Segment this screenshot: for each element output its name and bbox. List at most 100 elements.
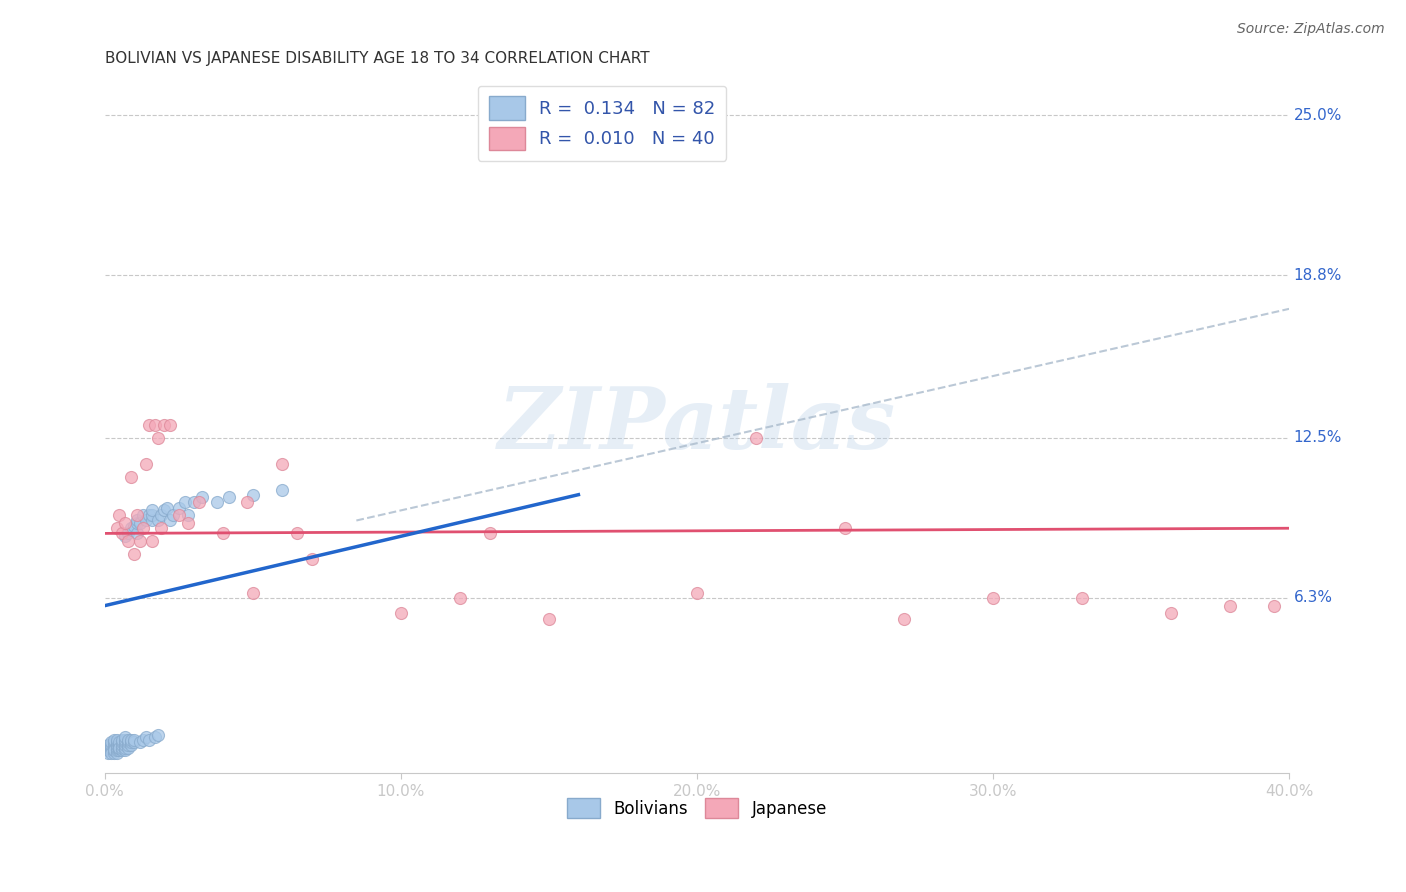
Point xyxy=(114,740,136,755)
Point xyxy=(124,547,146,561)
Point xyxy=(301,552,323,566)
Point xyxy=(271,457,294,471)
Point xyxy=(159,417,181,432)
Legend: Bolivians, Japanese: Bolivians, Japanese xyxy=(560,792,834,824)
Point xyxy=(114,735,136,749)
Point xyxy=(114,529,136,543)
Point xyxy=(143,731,166,745)
Point xyxy=(108,740,131,755)
Point xyxy=(127,526,149,541)
Point xyxy=(120,469,142,483)
Point xyxy=(141,503,163,517)
Point xyxy=(138,732,160,747)
Point xyxy=(191,490,214,504)
Point xyxy=(97,746,120,760)
Point xyxy=(389,607,412,621)
Point xyxy=(149,521,172,535)
Point xyxy=(135,731,157,745)
Point xyxy=(117,735,139,749)
Point xyxy=(114,732,136,747)
Point xyxy=(100,740,122,755)
Point xyxy=(103,732,125,747)
Point xyxy=(129,534,152,549)
Point xyxy=(146,514,169,528)
Point xyxy=(108,508,131,523)
Point xyxy=(103,738,125,752)
Point xyxy=(141,534,163,549)
Point xyxy=(114,738,136,752)
Point xyxy=(105,740,128,755)
Point xyxy=(138,508,160,523)
Point xyxy=(1160,607,1182,621)
Point xyxy=(100,746,122,760)
Point xyxy=(132,732,155,747)
Point xyxy=(124,732,146,747)
Point xyxy=(1263,599,1285,613)
Point xyxy=(162,508,184,523)
Point xyxy=(100,738,122,752)
Point xyxy=(108,740,131,755)
Point xyxy=(135,457,157,471)
Point xyxy=(114,516,136,530)
Point xyxy=(108,735,131,749)
Point xyxy=(236,495,259,509)
Point xyxy=(117,740,139,755)
Point xyxy=(242,488,264,502)
Point xyxy=(117,738,139,752)
Point xyxy=(103,735,125,749)
Text: 18.8%: 18.8% xyxy=(1294,268,1343,283)
Point xyxy=(114,731,136,745)
Point xyxy=(100,735,122,749)
Point xyxy=(146,431,169,445)
Point xyxy=(141,508,163,523)
Point xyxy=(146,728,169,742)
Point xyxy=(271,483,294,497)
Point xyxy=(97,738,120,752)
Point xyxy=(141,514,163,528)
Point xyxy=(120,738,142,752)
Point xyxy=(103,746,125,760)
Point xyxy=(176,516,198,530)
Text: 6.3%: 6.3% xyxy=(1294,591,1333,606)
Point xyxy=(138,417,160,432)
Point xyxy=(537,611,560,625)
Point xyxy=(188,495,211,509)
Point xyxy=(103,740,125,755)
Point xyxy=(105,735,128,749)
Point xyxy=(103,743,125,757)
Point xyxy=(117,732,139,747)
Text: ZIPatlas: ZIPatlas xyxy=(498,384,896,467)
Point xyxy=(834,521,856,535)
Point xyxy=(1219,599,1241,613)
Point xyxy=(105,746,128,760)
Point xyxy=(183,495,205,509)
Point xyxy=(127,514,149,528)
Point xyxy=(111,735,134,749)
Text: Source: ZipAtlas.com: Source: ZipAtlas.com xyxy=(1237,22,1385,37)
Point xyxy=(108,743,131,757)
Point xyxy=(108,738,131,752)
Point xyxy=(149,508,172,523)
Point xyxy=(478,526,501,541)
Point xyxy=(129,735,152,749)
Point xyxy=(686,586,709,600)
Point xyxy=(114,743,136,757)
Point xyxy=(167,508,190,523)
Point xyxy=(153,503,176,517)
Point xyxy=(981,591,1004,605)
Point xyxy=(132,521,155,535)
Point xyxy=(120,521,142,535)
Point xyxy=(120,735,142,749)
Point xyxy=(127,508,149,523)
Point xyxy=(159,514,181,528)
Point xyxy=(212,526,235,541)
Point xyxy=(120,732,142,747)
Point xyxy=(127,516,149,530)
Point xyxy=(105,521,128,535)
Point xyxy=(111,526,134,541)
Point xyxy=(135,514,157,528)
Point xyxy=(124,518,146,533)
Point xyxy=(111,740,134,755)
Point xyxy=(124,735,146,749)
Point xyxy=(143,417,166,432)
